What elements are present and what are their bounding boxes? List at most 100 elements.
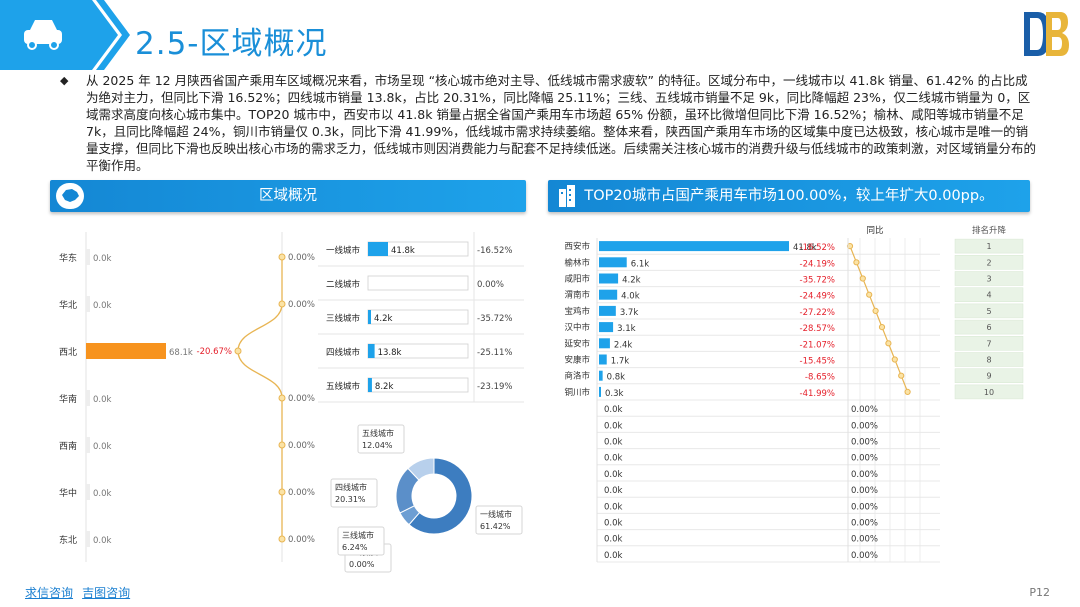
- tier-bar: [368, 378, 372, 392]
- top20-value-label: 0.0k: [604, 421, 623, 431]
- region-bar: [86, 249, 90, 265]
- top20-value-label: 3.1k: [617, 324, 636, 334]
- top20-rank-label: 8: [986, 356, 991, 365]
- region-yoy-label: 0.00%: [288, 394, 315, 404]
- top20-city-label: 西安市: [564, 241, 590, 252]
- left-panel-header: 区域概况: [50, 180, 526, 212]
- top20-rank-label: 5: [986, 307, 991, 316]
- top20-yoy-point: [878, 324, 886, 331]
- top20-city-label: 榆林市: [564, 257, 590, 268]
- donut-slice-pct: 20.31%: [335, 495, 366, 504]
- tier-label: 五线城市: [326, 381, 361, 392]
- china-map-icon: [56, 183, 84, 209]
- top20-rank-cell: [954, 319, 1024, 335]
- page-title: 2.5-区域概况: [135, 26, 328, 62]
- top20-yoy-label: 0.00%: [851, 535, 878, 545]
- top20-rank-label: 9: [986, 372, 991, 381]
- tier-yoy-label: -23.19%: [477, 382, 512, 392]
- top20-yoy-label: -27.22%: [800, 308, 835, 318]
- tier-yoy-label: -16.52%: [477, 246, 512, 256]
- top20-rank-label: 6: [986, 323, 991, 332]
- region-label: 东北: [59, 534, 77, 546]
- page-number: P12: [1029, 586, 1050, 599]
- top20-value-label: 0.0k: [604, 454, 623, 464]
- top20-rank-cell: [954, 255, 1024, 270]
- top20-yoy-label: 0.00%: [851, 502, 878, 512]
- top20-value-label: 1.7k: [611, 357, 630, 367]
- top20-yoy-point: [885, 340, 892, 347]
- top20-yoy-point: [898, 372, 905, 379]
- tier-label: 一线城市: [326, 245, 361, 256]
- top20-value-label: 0.3k: [605, 389, 624, 399]
- region-yoy-point: [278, 488, 286, 496]
- top20-bar: [599, 305, 616, 316]
- region-yoy-line: [237, 256, 283, 539]
- tier-bar: [368, 242, 388, 256]
- top20-rank-cell: [954, 271, 1024, 286]
- footer-links: 求信咨询 吉图咨询: [25, 582, 130, 601]
- region-label: 华东: [59, 252, 77, 264]
- region-yoy-label: 0.00%: [288, 535, 315, 545]
- top20-bar: [599, 289, 618, 300]
- region-value-label: 0.0k: [93, 301, 112, 311]
- top20-value-label: 41.8k: [793, 243, 817, 253]
- top20-rank-cell: [954, 336, 1024, 351]
- tier-yoy-label: -25.11%: [477, 348, 512, 358]
- region-bar: [86, 390, 90, 406]
- tier-value-label: 41.8k: [391, 246, 415, 256]
- region-yoy-label: 0.00%: [288, 488, 315, 498]
- top20-rank-cell: [954, 384, 1024, 400]
- region-yoy-point: [278, 253, 286, 261]
- region-yoy-point: [278, 441, 286, 449]
- top20-yoy-label: -15.45%: [800, 357, 835, 367]
- top20-yoy-label: -41.99%: [800, 389, 835, 399]
- region-bar: [86, 437, 90, 453]
- top20-yoy-label: -24.19%: [800, 259, 835, 269]
- footer-link-qiuxin[interactable]: 求信咨询: [25, 586, 74, 600]
- region-label: 西北: [59, 347, 77, 358]
- region-label: 华南: [59, 393, 77, 405]
- top20-value-label: 4.2k: [622, 276, 641, 286]
- top20-yoy-point: [872, 307, 879, 314]
- top20-yoy-label: -21.07%: [800, 340, 835, 350]
- donut-slice-label: 三线城市: [342, 530, 374, 540]
- donut-label-box: [475, 505, 523, 535]
- top20-yoy-label: 0.00%: [851, 405, 878, 415]
- region-bar: [86, 484, 90, 500]
- top20-rank-cell: [954, 352, 1024, 367]
- top20-rank-label: 10: [984, 388, 994, 397]
- donut-slice-pct: 6.24%: [342, 543, 368, 552]
- top20-value-label: 6.1k: [631, 259, 650, 269]
- city-buildings-icon: [554, 183, 582, 209]
- top20-yoy-label: 0.00%: [851, 421, 878, 431]
- region-value-label: 0.0k: [93, 536, 112, 546]
- footer-link-jitu[interactable]: 吉图咨询: [82, 586, 131, 600]
- top20-yoy-label: 0.00%: [851, 454, 878, 464]
- top20-yoy-label: 0.00%: [851, 486, 878, 496]
- tier-value-label: 13.8k: [378, 348, 402, 358]
- top20-value-label: 0.0k: [604, 535, 623, 545]
- donut-slice: [408, 457, 473, 535]
- region-value-label: 68.1k: [169, 348, 193, 358]
- top20-bar: [599, 273, 619, 284]
- top20-city-label: 铜川市: [564, 387, 590, 398]
- top20-yoy-point: [904, 388, 911, 395]
- region-value-label: 0.0k: [93, 254, 112, 264]
- top20-bar: [599, 386, 601, 397]
- region-yoy-label: 0.00%: [288, 300, 315, 310]
- top20-value-label: 0.0k: [604, 470, 623, 480]
- top20-value-label: 2.4k: [614, 340, 633, 350]
- top20-value-label: 0.0k: [604, 405, 623, 415]
- region-yoy-label: 0.00%: [288, 441, 315, 451]
- tier-yoy-label: -35.72%: [477, 314, 512, 324]
- top20-value-label: 4.0k: [621, 292, 640, 302]
- top20-value-label: 0.0k: [604, 551, 623, 561]
- car-icon: [24, 20, 62, 50]
- top20-yoy-label: -35.72%: [800, 276, 835, 286]
- region-yoy-label: -20.67%: [197, 347, 232, 357]
- top20-yoy-point: [859, 275, 866, 282]
- top20-city-label: 咸阳市: [564, 274, 590, 285]
- donut-slice-pct: 0.00%: [349, 560, 375, 569]
- donut-slice: [407, 457, 435, 481]
